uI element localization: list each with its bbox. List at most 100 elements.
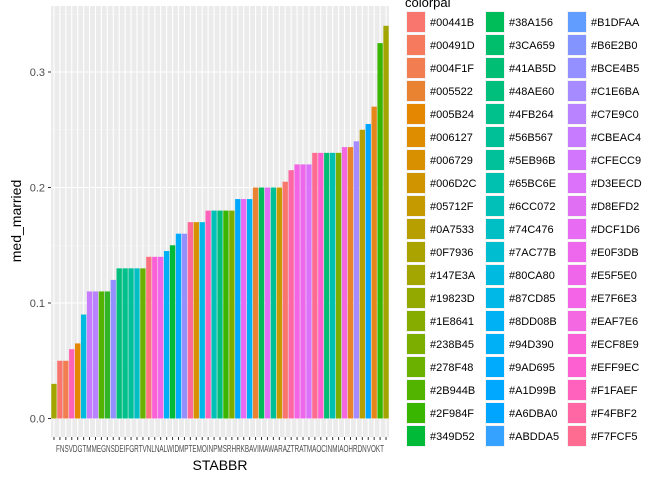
legend-label: #9AD695 [509, 362, 555, 374]
legend-item: #6CC072 [485, 195, 555, 217]
legend-swatch [486, 334, 504, 354]
legend-swatch [407, 334, 425, 354]
legend-item: #DCF1D6 [567, 218, 640, 240]
legend-swatch [407, 150, 425, 170]
legend-label: #87CD85 [509, 293, 555, 305]
legend-item: #80CA80 [485, 264, 555, 286]
legend-item: #8DD08B [485, 310, 557, 332]
legend-item: #147E3A [406, 264, 476, 286]
y-axis-title: med_married [8, 180, 24, 262]
x-axis-title: STABBR [193, 457, 248, 473]
legend-swatch [568, 58, 586, 78]
bar [324, 152, 330, 419]
legend-swatch [486, 403, 504, 423]
bar [365, 123, 371, 419]
y-tick-label: 0.3 [30, 67, 45, 79]
bar [235, 199, 241, 419]
legend-label: #E0F3DB [591, 247, 639, 259]
bar [169, 245, 176, 419]
legend-label: #006729 [430, 155, 473, 167]
legend-swatch [407, 104, 425, 124]
legend-swatch [407, 426, 425, 446]
bar [116, 268, 122, 419]
legend-item: #65BC6E [485, 172, 556, 194]
legend-item: #F4FBF2 [567, 402, 637, 424]
legend-item: #F1FAEF [567, 379, 638, 401]
legend-item: #C7E9C0 [567, 103, 639, 125]
legend-swatch [486, 81, 504, 101]
bar [377, 43, 383, 419]
legend-label: #238B45 [430, 339, 474, 351]
legend-item: #94D390 [485, 333, 554, 355]
legend-swatch [486, 127, 504, 147]
legend-label: #B1DFAA [591, 17, 640, 29]
legend-item: #C1E6BA [567, 80, 640, 102]
legend-item: #38A156 [485, 11, 553, 33]
legend-swatch [407, 357, 425, 377]
legend-item: #0A7533 [406, 218, 474, 240]
legend-label: #DCF1D6 [591, 224, 640, 236]
legend-label: #349D52 [430, 431, 475, 443]
bar [282, 181, 288, 419]
legend-item: #D8EFD2 [567, 195, 639, 217]
legend-label: #C7E9C0 [591, 109, 639, 121]
bar [241, 199, 247, 419]
bar [163, 251, 170, 419]
legend-swatch [568, 196, 586, 216]
legend-item: #A6DBA0 [485, 402, 557, 424]
legend-label: #38A156 [509, 17, 553, 29]
legend-item: #005B24 [406, 103, 474, 125]
legend-label: #4FB264 [509, 109, 554, 121]
legend-item: #B1DFAA [567, 11, 640, 33]
bar [175, 233, 182, 419]
legend-item: #9AD695 [485, 356, 555, 378]
bar [312, 152, 318, 419]
x-tick-labels: FNSVDGTMMEGNSDEIFGRTVNLNALWIDMPTEMOINPMS… [56, 444, 384, 455]
legend-swatch [407, 380, 425, 400]
bar [140, 268, 146, 419]
legend-label: #00441B [430, 17, 474, 29]
legend-label: #BCE4B5 [591, 63, 639, 75]
legend-swatch [486, 357, 504, 377]
legend-label: #5EB96B [509, 155, 555, 167]
y-tick-label: 0.0 [30, 414, 45, 426]
legend-item: #2F984F [406, 402, 474, 424]
bar [211, 210, 217, 419]
bar [75, 343, 81, 419]
legend-label: #2B944B [430, 385, 475, 397]
legend-swatch [486, 219, 504, 239]
legend-swatch [407, 403, 425, 423]
legend-label: #8DD08B [509, 316, 557, 328]
legend-item: #CFECC9 [567, 149, 641, 171]
legend-label: #0A7533 [430, 224, 474, 236]
legend-label: #CBEAC4 [591, 132, 641, 144]
legend-label: #B6E2B0 [591, 40, 637, 52]
legend-label: #56B567 [509, 132, 553, 144]
legend-swatch [486, 58, 504, 78]
bar [252, 187, 259, 419]
bar [353, 141, 360, 419]
legend-item: #4FB264 [485, 103, 554, 125]
legend-label: #7AC77B [509, 247, 556, 259]
legend-item: #E7F6E3 [567, 287, 637, 309]
legend-item: #006127 [406, 126, 473, 148]
legend-label: #3CA659 [509, 40, 555, 52]
legend-item: #278F48 [406, 356, 473, 378]
legend-swatch [568, 173, 586, 193]
legend-label: #147E3A [430, 270, 476, 282]
legend-swatch [486, 380, 504, 400]
bar [288, 170, 294, 419]
bar [86, 291, 93, 419]
legend-item: #3CA659 [485, 34, 555, 56]
legend-label: #005B24 [430, 109, 474, 121]
legend-label: #ECF8E9 [591, 339, 639, 351]
bar [152, 256, 158, 419]
legend-label: #005522 [430, 86, 473, 98]
legend-label: #05712F [430, 201, 474, 213]
bar [80, 314, 87, 419]
legend-label: #278F48 [430, 362, 473, 374]
bar [205, 210, 211, 419]
legend-swatch [486, 242, 504, 262]
legend-swatch [486, 12, 504, 32]
legend-item: #19823D [406, 287, 475, 309]
